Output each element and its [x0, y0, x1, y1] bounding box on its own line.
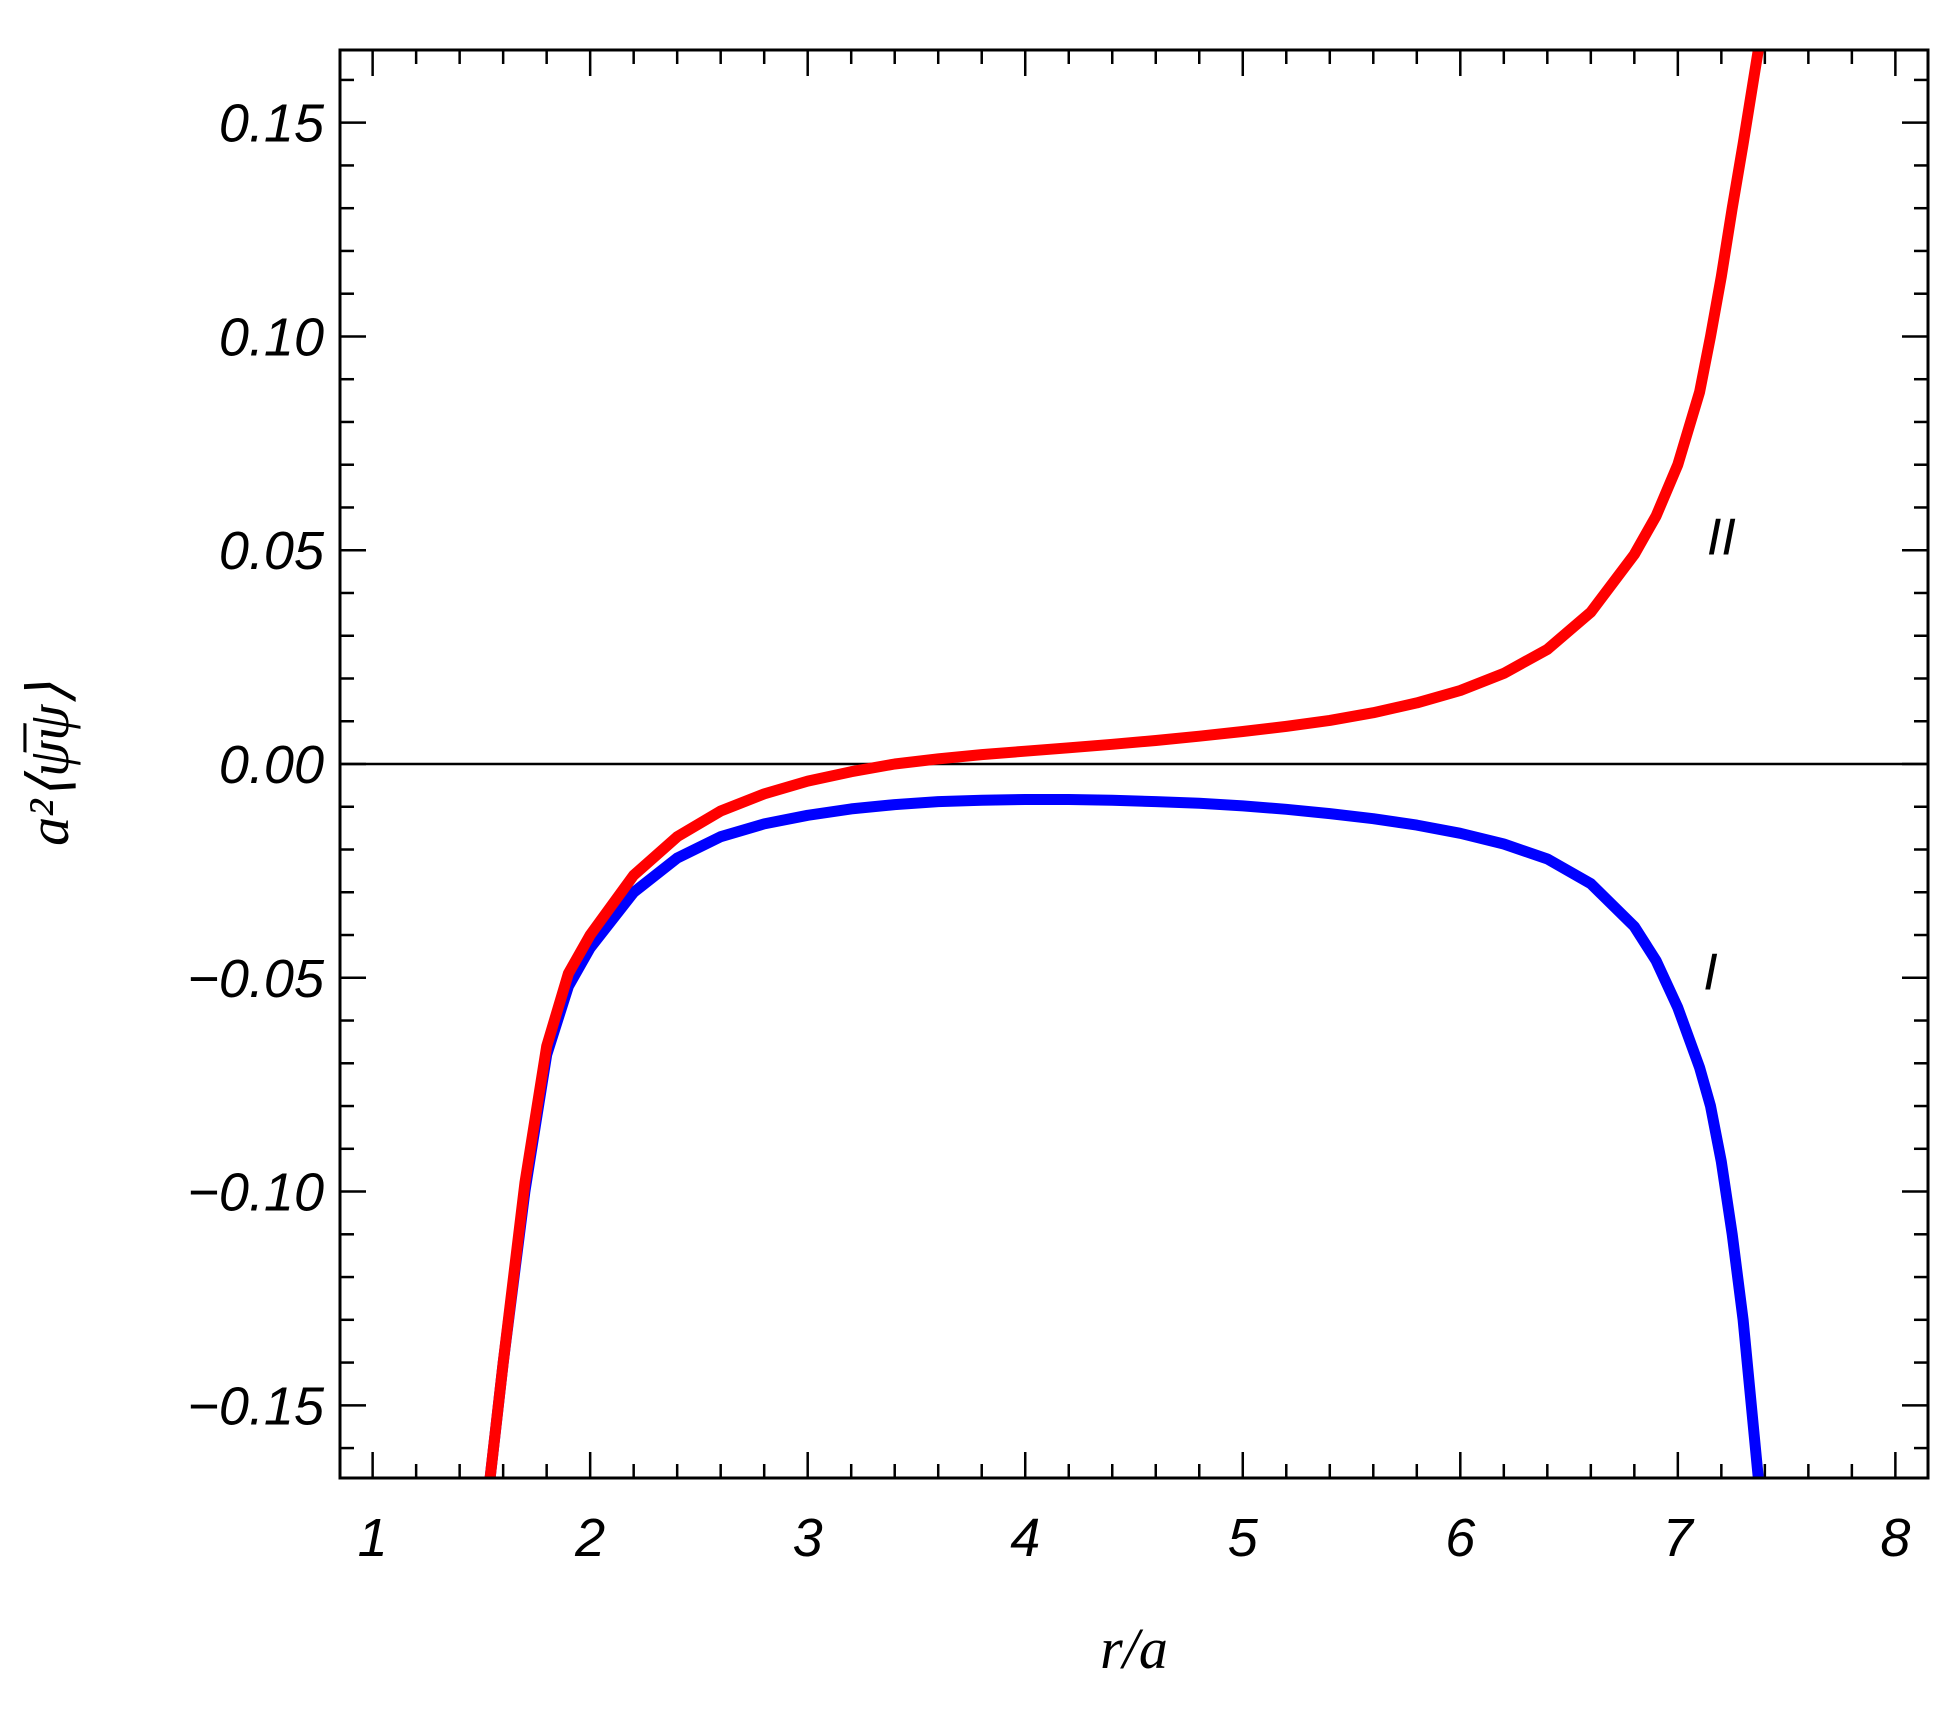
x-tick-label: 7	[1663, 1508, 1695, 1568]
x-tick-label: 5	[1228, 1508, 1259, 1568]
series-line-I	[484, 794, 1764, 1478]
y-tick-label: −0.05	[187, 949, 325, 1009]
tick-label-layer: 1 2 3 4 5 6 7 8 −0.15 −0.10 −0.05 0.00 0.05 0.10 0.15	[187, 94, 1910, 1568]
x-tick-label: 2	[574, 1508, 605, 1568]
curve-label: I	[1703, 943, 1717, 1001]
y-tick-label: −0.15	[187, 1376, 325, 1436]
x-tick-label: 1	[358, 1508, 388, 1568]
x-tick-label: 6	[1445, 1508, 1476, 1568]
x-axis-title: r/a	[1100, 1616, 1168, 1681]
x-tick-label: 3	[793, 1508, 823, 1568]
y-tick-label: −0.10	[187, 1163, 324, 1223]
y-tick-label: 0.05	[219, 521, 325, 581]
x-tick-label: 8	[1880, 1508, 1910, 1568]
y-tick-label: 0.10	[219, 307, 324, 367]
plot-frame	[338, 48, 1930, 1480]
y-tick-label: 0.00	[219, 735, 324, 795]
annotation-layer: III	[1703, 509, 1736, 1002]
x-tick-label: 4	[1010, 1508, 1040, 1568]
series-layer	[484, 50, 1764, 1478]
curve-label: II	[1707, 509, 1736, 567]
y-tick-label: 0.15	[219, 94, 325, 154]
ticks-layer	[340, 50, 1928, 1478]
y-axis-title: a²⟨ψ̅ψ⟩	[16, 682, 81, 846]
series-line-II	[484, 50, 1764, 1478]
